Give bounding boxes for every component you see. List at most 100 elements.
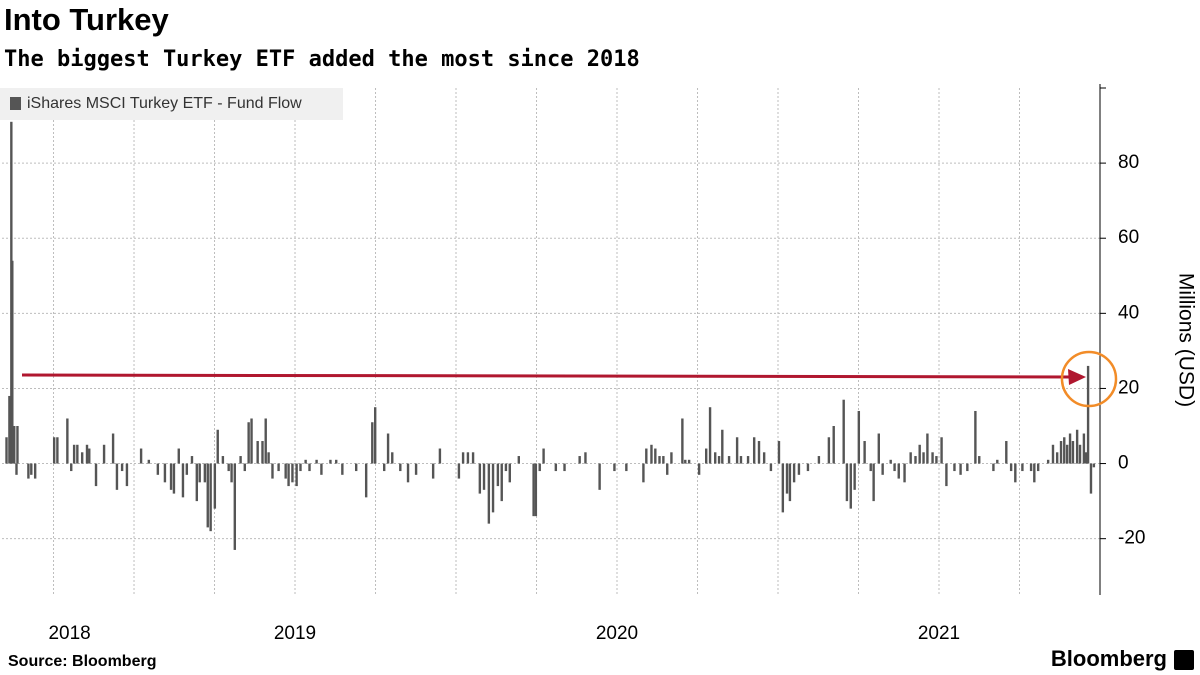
bar bbox=[243, 463, 246, 472]
bar bbox=[56, 437, 59, 464]
bar bbox=[1065, 444, 1069, 464]
bar bbox=[291, 463, 294, 483]
bar bbox=[115, 463, 119, 490]
bar bbox=[329, 459, 332, 464]
bar bbox=[491, 463, 495, 513]
bar bbox=[797, 463, 801, 475]
bar bbox=[785, 463, 789, 494]
bar bbox=[662, 456, 665, 464]
bar bbox=[721, 429, 724, 464]
bar bbox=[708, 407, 712, 464]
bar bbox=[72, 444, 76, 464]
bar bbox=[15, 463, 18, 475]
bar bbox=[1029, 463, 1033, 472]
bar bbox=[922, 452, 925, 464]
bar bbox=[781, 463, 785, 513]
bar bbox=[1014, 463, 1017, 483]
bar bbox=[239, 456, 242, 464]
x-tick-label: 2018 bbox=[48, 623, 90, 644]
bar bbox=[788, 463, 792, 502]
annotation-arrowhead bbox=[1068, 369, 1086, 385]
bar bbox=[80, 452, 84, 464]
bar bbox=[250, 418, 253, 464]
bar bbox=[1084, 452, 1088, 464]
bar bbox=[806, 463, 810, 472]
bar bbox=[684, 459, 687, 464]
bar bbox=[845, 463, 849, 502]
bar bbox=[1059, 441, 1063, 464]
bar bbox=[299, 463, 302, 472]
bar bbox=[70, 463, 73, 472]
bar bbox=[341, 463, 344, 475]
bar bbox=[827, 437, 831, 464]
bar bbox=[554, 463, 558, 472]
bar bbox=[230, 463, 233, 483]
bar bbox=[613, 463, 616, 472]
bar bbox=[195, 463, 199, 502]
bar bbox=[746, 456, 750, 464]
bar bbox=[945, 463, 948, 487]
bar bbox=[739, 456, 743, 464]
bar bbox=[1068, 433, 1072, 464]
bar bbox=[284, 463, 287, 479]
bar bbox=[1021, 463, 1024, 472]
bar bbox=[177, 448, 180, 464]
bar bbox=[33, 463, 37, 479]
bar bbox=[1033, 463, 1036, 483]
bar bbox=[670, 452, 673, 464]
bar bbox=[156, 463, 160, 475]
legend-label: iShares MSCI Turkey ETF - Fund Flow bbox=[27, 95, 302, 112]
bar bbox=[181, 463, 185, 498]
bar bbox=[832, 426, 835, 464]
annotation-circle bbox=[1060, 350, 1118, 408]
bar bbox=[654, 448, 657, 464]
bar bbox=[777, 441, 781, 464]
bar bbox=[8, 395, 11, 464]
bar bbox=[705, 448, 708, 464]
bar bbox=[13, 426, 16, 464]
chart-subtitle: The biggest Turkey ETF added the most si… bbox=[4, 47, 640, 72]
bar bbox=[1055, 452, 1059, 464]
bar bbox=[769, 463, 773, 472]
bar bbox=[203, 463, 207, 483]
bar bbox=[471, 452, 475, 464]
bar bbox=[881, 463, 884, 475]
bar bbox=[534, 463, 538, 517]
bar bbox=[206, 463, 209, 528]
bar bbox=[364, 463, 368, 498]
bar bbox=[373, 407, 377, 464]
bar bbox=[872, 463, 875, 502]
bar bbox=[406, 463, 410, 483]
bar bbox=[869, 463, 872, 472]
bar bbox=[940, 437, 943, 464]
bar bbox=[909, 452, 912, 464]
bar bbox=[538, 463, 541, 472]
bar bbox=[1092, 463, 1096, 468]
bar bbox=[792, 463, 796, 483]
bar bbox=[5, 437, 8, 464]
y-tick-label: 0 bbox=[1118, 453, 1129, 474]
bar bbox=[1063, 437, 1066, 464]
bar bbox=[399, 463, 402, 472]
bar bbox=[277, 463, 280, 472]
bar bbox=[88, 448, 91, 464]
bar bbox=[903, 463, 906, 483]
bar bbox=[185, 463, 189, 475]
bar bbox=[953, 463, 956, 472]
bar bbox=[391, 452, 394, 464]
bar bbox=[147, 459, 151, 464]
bar bbox=[897, 463, 900, 479]
bar bbox=[508, 463, 511, 483]
bar bbox=[584, 452, 587, 464]
chart-title: Into Turkey bbox=[4, 2, 170, 37]
bar bbox=[992, 463, 995, 472]
bar bbox=[264, 418, 267, 464]
bar bbox=[1071, 441, 1075, 464]
bar bbox=[125, 463, 129, 487]
bar bbox=[371, 422, 374, 464]
bar bbox=[227, 463, 230, 472]
bar bbox=[431, 463, 435, 479]
bar bbox=[681, 418, 684, 464]
bar bbox=[295, 463, 298, 487]
bar bbox=[102, 444, 106, 464]
